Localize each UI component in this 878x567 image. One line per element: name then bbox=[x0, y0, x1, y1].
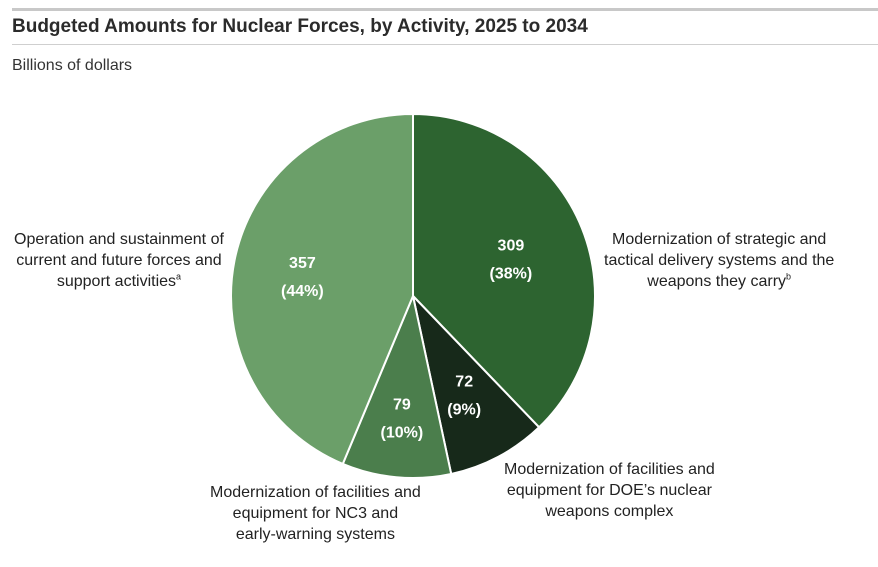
slice-label-line: weapons complex bbox=[545, 503, 674, 520]
slice-label-line: equipment for NC3 and bbox=[232, 505, 399, 522]
slice-value-label: 72 bbox=[455, 373, 473, 390]
chart-title: Budgeted Amounts for Nuclear Forces, by … bbox=[12, 16, 588, 37]
slice-percent-label: (9%) bbox=[447, 401, 481, 418]
slice-label-line: Modernization of strategic and bbox=[611, 231, 827, 248]
slice-label-line: equipment for DOE’s nuclear bbox=[506, 482, 712, 499]
title-divider bbox=[12, 44, 878, 45]
footnote-marker: a bbox=[176, 271, 182, 282]
slice-percent-label: (10%) bbox=[381, 425, 424, 442]
slice-label-line: Modernization of facilities and bbox=[210, 484, 421, 501]
slice-percent-label: (44%) bbox=[281, 283, 324, 300]
slice-label-line: Operation and sustainment of bbox=[14, 231, 224, 248]
slice-label-line: tactical delivery systems and the bbox=[604, 252, 835, 269]
slice-label-line: early-warning systems bbox=[235, 526, 395, 543]
slice-label-line: current and future forces and bbox=[16, 252, 222, 269]
pie-slice-operation-sustainment bbox=[230, 112, 414, 466]
slice-label-delivery-systems: Modernization of strategic and tactical … bbox=[604, 229, 834, 292]
slice-value-label: 79 bbox=[393, 397, 411, 414]
pie-value-labels: 309 (38%) 72 (9%) 79 (10%) 357 (44%) bbox=[281, 238, 532, 442]
top-rule bbox=[12, 8, 878, 11]
pie-slice-doe-complex bbox=[411, 292, 541, 476]
slice-label-line: weapons they carryb bbox=[647, 271, 792, 290]
pie-slice-delivery-systems bbox=[412, 112, 596, 429]
slice-label-operation-sustainment: Operation and sustainment of current and… bbox=[14, 229, 224, 292]
slice-label-line: support activitiesa bbox=[56, 271, 182, 290]
slice-percent-label: (38%) bbox=[490, 266, 533, 283]
slice-value-label: 357 bbox=[289, 255, 316, 272]
slice-value-label: 309 bbox=[498, 238, 525, 255]
slice-label-line: Modernization of facilities and bbox=[504, 461, 715, 478]
footnote-marker: b bbox=[786, 271, 792, 282]
pie-slice-nc3 bbox=[341, 292, 453, 479]
pie-slices bbox=[230, 112, 596, 479]
units-subtitle: Billions of dollars bbox=[12, 57, 133, 74]
slice-label-nc3: Modernization of facilities and equipmen… bbox=[210, 482, 421, 545]
slice-label-doe-complex: Modernization of facilities and equipmen… bbox=[504, 459, 715, 522]
